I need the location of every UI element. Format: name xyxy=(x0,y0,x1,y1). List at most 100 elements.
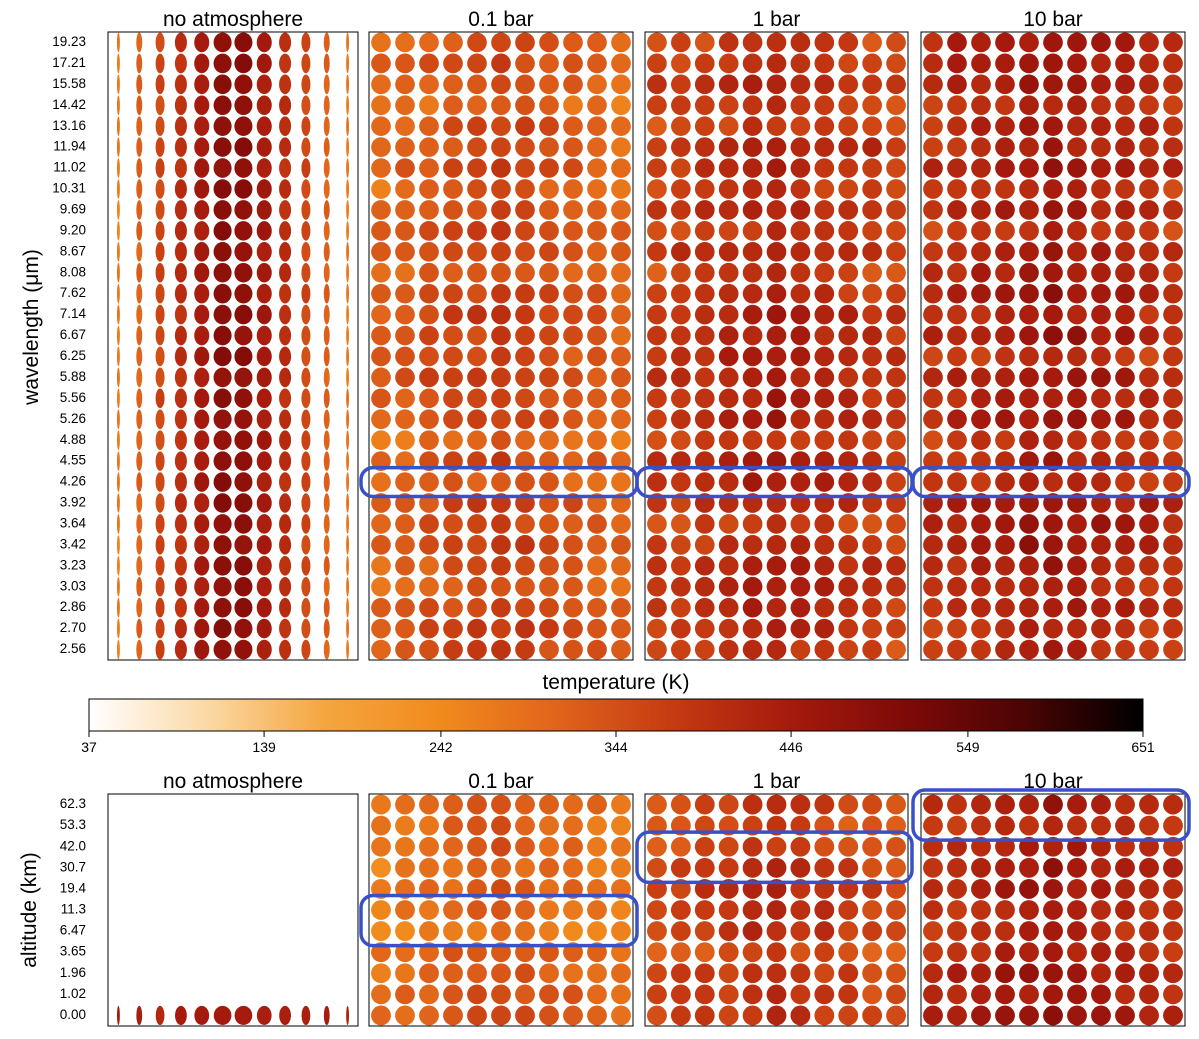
disc-mark xyxy=(301,1005,311,1026)
disc-mark xyxy=(814,857,835,878)
disc-mark xyxy=(838,618,859,639)
disc-mark xyxy=(563,179,583,199)
disc-mark xyxy=(563,221,583,241)
disc-mark xyxy=(790,158,811,178)
disc-mark xyxy=(971,262,991,283)
disc-mark xyxy=(1091,535,1111,555)
disc-mark xyxy=(790,53,811,74)
disc-mark xyxy=(995,53,1015,74)
disc-mark xyxy=(136,367,143,388)
disc-mark xyxy=(116,95,120,116)
disc-mark xyxy=(1067,857,1087,878)
disc-mark xyxy=(587,367,607,388)
disc-mark xyxy=(116,283,120,304)
disc-mark xyxy=(923,262,943,283)
disc-mark xyxy=(1019,325,1039,346)
disc-mark xyxy=(947,200,967,220)
disc-mark xyxy=(670,857,691,878)
disc-mark xyxy=(742,200,763,220)
disc-mark xyxy=(587,430,607,451)
disc-mark xyxy=(923,95,943,116)
disc-mark xyxy=(947,53,967,74)
disc-mark xyxy=(371,388,391,409)
disc-mark xyxy=(279,576,292,597)
disc-mark xyxy=(971,900,991,920)
disc-mark xyxy=(671,472,691,492)
disc-mark xyxy=(814,304,835,325)
disc-mark xyxy=(886,576,906,597)
disc-mark xyxy=(323,283,330,304)
disc-mark xyxy=(790,1005,811,1026)
disc-mark xyxy=(923,158,943,178)
disc-mark xyxy=(419,857,439,878)
disc-mark xyxy=(323,32,330,53)
disc-mark xyxy=(694,984,715,1005)
disc-mark xyxy=(742,984,763,1005)
y-tick-label: 4.26 xyxy=(60,474,86,489)
disc-mark xyxy=(1043,618,1063,639)
disc-mark xyxy=(515,618,535,639)
disc-mark xyxy=(587,639,607,660)
disc-mark xyxy=(647,430,667,451)
disc-mark xyxy=(947,639,967,660)
disc-mark xyxy=(647,1005,667,1026)
disc-mark xyxy=(923,857,943,878)
disc-mark xyxy=(443,53,463,74)
disc-mark xyxy=(995,535,1015,555)
disc-mark xyxy=(671,639,691,660)
disc-mark xyxy=(234,535,253,555)
disc-mark xyxy=(1091,878,1111,899)
disc-mark xyxy=(301,576,311,597)
disc-mark xyxy=(301,116,311,136)
disc-mark xyxy=(346,618,350,639)
disc-mark xyxy=(395,514,415,534)
disc-mark xyxy=(742,921,763,942)
disc-mark xyxy=(323,367,330,388)
disc-mark xyxy=(766,900,787,920)
disc-mark xyxy=(923,514,943,534)
disc-mark xyxy=(539,857,559,878)
disc-mark xyxy=(279,95,292,116)
disc-mark xyxy=(766,32,787,53)
disc-mark xyxy=(371,900,391,920)
disc-mark xyxy=(279,535,292,555)
disc-mark xyxy=(1043,963,1063,984)
disc-mark xyxy=(886,921,906,942)
disc-mark xyxy=(371,53,391,74)
disc-mark xyxy=(563,857,583,878)
disc-mark xyxy=(971,555,991,576)
disc-mark xyxy=(323,262,330,283)
disc-mark xyxy=(1091,984,1111,1005)
disc-mark xyxy=(515,639,535,660)
disc-mark xyxy=(213,409,232,430)
disc-mark xyxy=(194,535,210,555)
disc-mark xyxy=(419,900,439,920)
disc-mark xyxy=(694,472,715,492)
disc-mark xyxy=(647,942,667,963)
disc-mark xyxy=(971,53,991,74)
disc-mark xyxy=(766,388,787,409)
disc-mark xyxy=(539,325,559,346)
disc-mark xyxy=(647,576,667,597)
disc-mark xyxy=(1019,200,1039,220)
disc-mark xyxy=(1067,555,1087,576)
disc-mark xyxy=(886,857,906,878)
disc-mark xyxy=(467,639,487,660)
disc-mark xyxy=(790,409,811,430)
disc-mark xyxy=(611,921,631,942)
disc-mark xyxy=(491,514,511,534)
disc-mark xyxy=(742,963,763,984)
disc-mark xyxy=(491,325,511,346)
disc-mark xyxy=(611,576,631,597)
disc-mark xyxy=(1043,900,1063,920)
disc-mark xyxy=(838,53,859,74)
disc-mark xyxy=(213,388,232,409)
disc-mark xyxy=(194,325,210,346)
disc-mark xyxy=(136,116,143,136)
disc-mark xyxy=(718,921,739,942)
disc-mark xyxy=(886,409,906,430)
disc-mark xyxy=(1163,32,1183,53)
disc-mark xyxy=(923,1005,943,1026)
y-tick-label: 2.70 xyxy=(60,620,86,635)
disc-mark xyxy=(234,451,253,471)
